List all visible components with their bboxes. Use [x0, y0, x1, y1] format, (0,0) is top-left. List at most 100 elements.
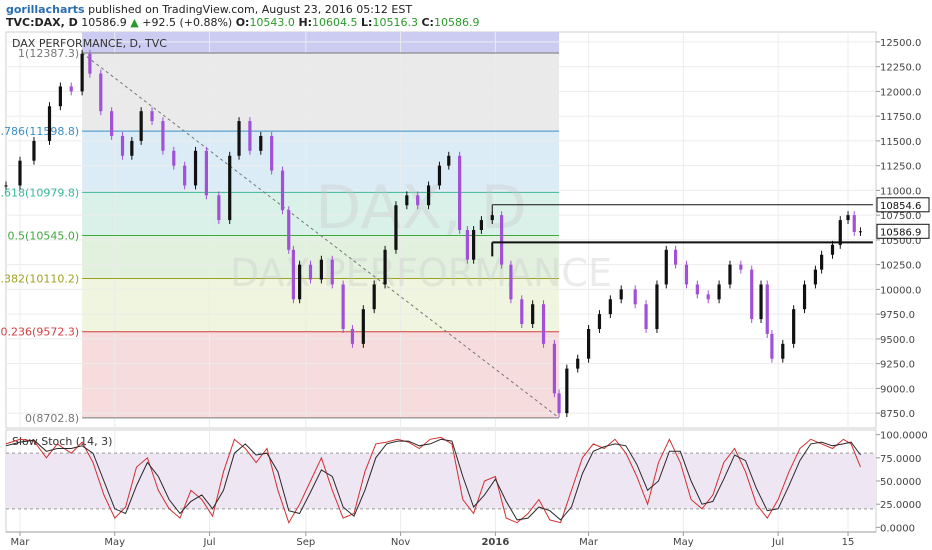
candle-body	[576, 358, 580, 369]
symbol-label: TVC:DAX, D	[6, 16, 78, 29]
candle	[150, 107, 154, 126]
low-label: L:	[361, 16, 373, 29]
fib-level-label: .618(10979.8)	[1, 186, 80, 199]
stoch-tick-label: 0.0000	[880, 523, 915, 534]
candle	[4, 181, 8, 190]
candle-body	[69, 86, 73, 92]
candle-body	[531, 304, 535, 325]
fib-band	[82, 53, 560, 132]
low-value: 10516.3	[372, 16, 418, 29]
candle	[291, 245, 296, 304]
candle	[586, 325, 591, 363]
watermark-symbol: DAX, D	[315, 173, 527, 243]
candle-body	[838, 220, 842, 245]
price-label-text: 10586.9	[880, 227, 921, 238]
candle-body	[280, 170, 285, 211]
candle	[308, 260, 313, 284]
author-link[interactable]: gorillacharts	[6, 3, 85, 16]
watermark-name: DAX PERFORMANCE	[230, 251, 612, 295]
candle-body	[552, 343, 557, 394]
candle-body	[557, 393, 561, 414]
open-value: 10543.0	[249, 16, 295, 29]
x-tick-label: 15	[842, 537, 855, 548]
y-tick-label: 10250.0	[880, 261, 921, 272]
candle	[565, 364, 569, 418]
candle-body	[259, 135, 263, 151]
stoch-tick-label: 25.0000	[880, 500, 921, 511]
candle	[458, 151, 462, 234]
candle-body	[361, 309, 365, 344]
y-tick-label: 12000.0	[880, 87, 921, 98]
candle	[552, 339, 557, 398]
candle-body	[217, 195, 221, 221]
candle-body	[139, 111, 143, 141]
candle	[472, 226, 476, 264]
fib-band	[82, 278, 560, 332]
candle-body	[655, 284, 659, 329]
candle-body	[728, 264, 732, 285]
candle-body	[394, 205, 398, 250]
close-label: C:	[421, 16, 434, 29]
candle	[655, 280, 659, 333]
x-tick-label: May	[104, 537, 125, 548]
candle	[644, 300, 648, 333]
candle-body	[110, 111, 114, 136]
fib-level-label: 0.236(9572.3)	[1, 326, 80, 339]
candle	[509, 260, 513, 304]
candle	[372, 280, 376, 314]
chart-title: DAX PERFORMANCE, D, TVC	[12, 37, 167, 50]
fib-level-label: 0(8702.8)	[25, 412, 79, 425]
y-tick-label: 10500.0	[880, 236, 921, 247]
candle	[69, 82, 73, 96]
price-label-box	[876, 223, 930, 239]
fib-level-label: .786(11598.8)	[1, 125, 80, 138]
candle-body	[633, 289, 637, 305]
publish-line: gorillacharts published on TradingView.c…	[6, 3, 412, 16]
candle	[130, 136, 134, 160]
candle	[673, 245, 678, 269]
x-tick-label: Mar	[11, 537, 31, 548]
x-tick-label: Sep	[296, 537, 315, 548]
candle-body	[541, 304, 546, 344]
candle	[319, 255, 323, 284]
candle-body	[416, 195, 420, 206]
candle-body	[565, 368, 569, 414]
candle	[852, 211, 856, 236]
y-tick-label: 11000.0	[880, 186, 921, 197]
candle	[664, 245, 668, 289]
candle	[813, 265, 818, 289]
fib-level-label: 1(12387.3)	[18, 47, 79, 60]
candle	[287, 206, 291, 254]
candle	[717, 280, 721, 304]
candle	[619, 285, 623, 304]
ohlc-line: TVC:DAX, D 10586.9 ▲ +92.5 (+0.88%) O:10…	[6, 16, 479, 29]
candle	[32, 136, 36, 165]
candle-body	[270, 135, 274, 171]
candle	[172, 146, 176, 170]
candle	[18, 156, 22, 190]
stoch-tick-label: 75.0000	[880, 454, 921, 465]
change-value: +92.5 (+0.88%)	[142, 16, 233, 29]
candle	[858, 227, 863, 236]
candle	[350, 325, 355, 348]
stoch-d-line	[5, 438, 861, 521]
candle-body	[80, 53, 84, 92]
candle-body	[608, 299, 612, 315]
candle-body	[130, 140, 134, 156]
candle-body	[287, 210, 291, 250]
candle-body	[499, 215, 504, 265]
candle	[298, 260, 302, 304]
candle-body	[770, 333, 774, 359]
candle-body	[858, 231, 863, 233]
candle-body	[426, 185, 431, 206]
y-tick-label: 9750.0	[880, 310, 915, 321]
candle	[759, 280, 763, 324]
candle-body	[383, 249, 387, 285]
price-label-box	[876, 197, 930, 213]
candle	[728, 260, 732, 289]
candle-body	[47, 106, 52, 141]
candle-body	[684, 264, 689, 285]
candle	[447, 151, 451, 170]
y-tick-label: 11750.0	[880, 112, 921, 123]
